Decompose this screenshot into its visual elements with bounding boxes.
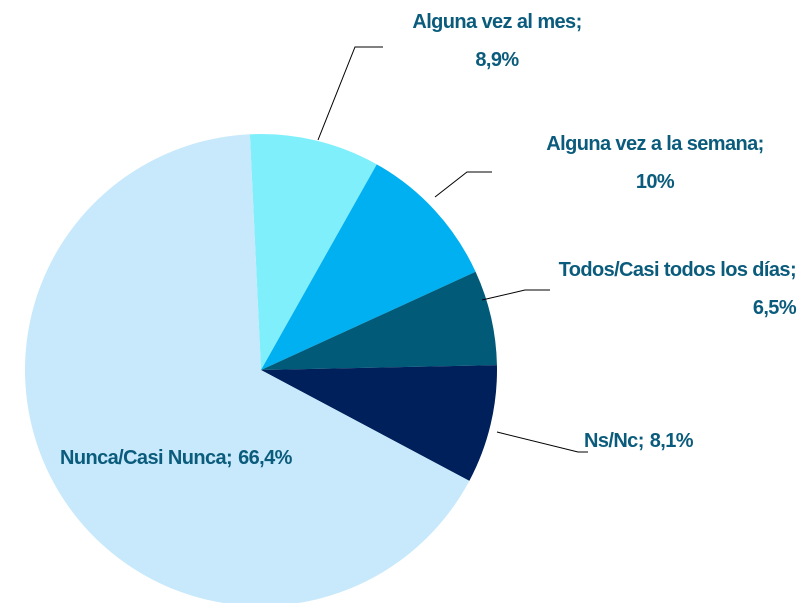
pie-slice: [249, 134, 377, 370]
value-label: 6,5%: [753, 297, 797, 319]
leader-line: [496, 431, 588, 453]
label-separator: ;: [790, 259, 796, 281]
data-label: Ns/Nc; 8,1%: [584, 430, 694, 452]
category-name: Alguna vez al mes: [412, 11, 576, 33]
leader-line: [317, 46, 383, 141]
category-name: Ns/Nc: [584, 430, 638, 452]
label-separator: ;: [226, 447, 232, 469]
value-label: 8,9%: [475, 49, 519, 71]
category-name: Todos/Casi todos los días: [559, 259, 791, 281]
pie-slice: [261, 271, 497, 370]
leader-line: [434, 171, 492, 198]
leader-line: [481, 289, 550, 301]
label-separator: ;: [576, 11, 582, 33]
labels: Alguna vez al mes; 8,9% Alguna vez a la se…: [60, 11, 797, 469]
label-separator: ;: [758, 133, 764, 155]
pie-slice: [261, 365, 497, 481]
value-label: 66,4%: [238, 447, 293, 469]
data-label: Nunca/Casi Nunca; 66,4%: [60, 447, 293, 469]
label-separator: ;: [638, 430, 644, 452]
value-label: 10%: [636, 171, 675, 193]
value-label: 8,1%: [650, 430, 694, 452]
data-label: Alguna vez al mes; 8,9%: [412, 11, 581, 71]
data-label: Todos/Casi todos los días; 6,5%: [559, 259, 797, 319]
pie-slice: [261, 164, 476, 370]
category-name: Nunca/Casi Nunca: [60, 447, 227, 469]
pie-slice: [25, 134, 470, 603]
data-label: Alguna vez a la semana; 10%: [546, 133, 763, 193]
category-name: Alguna vez a la semana: [546, 133, 759, 155]
pie: [25, 134, 497, 603]
